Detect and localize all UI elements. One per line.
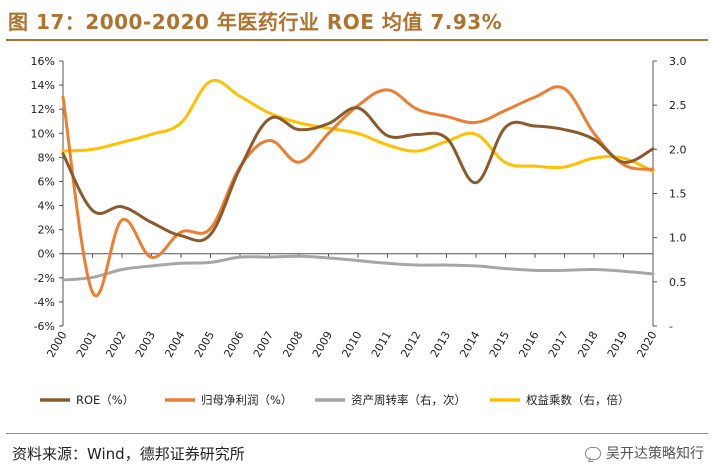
right-axis-tick-label: 2.0 [669, 143, 687, 156]
x-axis-tick-label: 2003 [133, 329, 158, 360]
right-axis-tick-label: 2.5 [669, 99, 687, 112]
left-axis-tick-label: -6% [34, 320, 55, 333]
x-axis-tick-label: 2004 [162, 329, 187, 360]
figure-title: 图 17：2000-2020 年医药行业 ROE 均值 7.93% [8, 10, 503, 34]
brand-name: 吴开达策略知行 [606, 446, 704, 462]
right-axis-tick-label: - [669, 320, 673, 333]
legend-label-2: 资产周转率（右，次） [351, 393, 466, 407]
series-line-1 [61, 85, 655, 298]
x-axis-tick-label: 2015 [487, 329, 512, 360]
title-divider [6, 39, 708, 41]
left-axis-tick-label: -4% [34, 296, 55, 309]
x-axis-tick-label: 2000 [44, 329, 69, 360]
x-axis-tick-label: 2016 [516, 329, 541, 360]
left-axis-tick-label: 8% [38, 151, 55, 164]
legend-label-3: 权益乘数（右，倍） [526, 393, 630, 407]
left-axis-tick-label: 10% [31, 127, 55, 140]
x-axis-tick-label: 2017 [546, 329, 571, 360]
left-axis-tick-label: 6% [38, 175, 55, 188]
line-chart: -6% -4% -2% 0% 2% 4% 6% 8% 10% 12% 14% 16% - 0.5 1.0 1.… [31, 55, 687, 407]
x-axis-tick-label: 2019 [605, 329, 630, 360]
series-line-3 [61, 78, 655, 173]
left-axis-tick-label: 16% [31, 55, 55, 68]
x-axis-tick-label: 2020 [634, 329, 659, 360]
left-axis-tick-label: 12% [31, 103, 55, 116]
x-axis-tick-label: 2012 [398, 329, 423, 360]
x-axis-tick-label: 2010 [339, 329, 364, 360]
x-axis-tick-label: 2018 [575, 329, 600, 360]
x-axis-tick-label: 2008 [280, 329, 305, 360]
series-line-0 [61, 106, 655, 243]
series-line-2 [61, 254, 655, 282]
right-axis-tick-label: 1.5 [669, 188, 687, 201]
brand-watermark: 吴开达策略知行 [585, 443, 704, 463]
wechat-icon [585, 446, 601, 460]
x-axis-tick-label: 2002 [103, 329, 128, 360]
x-axis-tick-label: 2011 [369, 329, 394, 360]
x-axis-tick-label: 2001 [74, 329, 99, 360]
x-axis-tick-label: 2007 [251, 329, 276, 360]
x-axis-tick-label: 2006 [221, 329, 246, 360]
x-axis-tick-label: 2005 [192, 329, 217, 360]
x-axis-tick-label: 2014 [457, 329, 482, 360]
left-axis-tick-label: 2% [38, 224, 55, 237]
right-axis-tick-label: 3.0 [669, 55, 687, 68]
right-axis-tick-label: 0.5 [669, 276, 687, 289]
x-axis-tick-label: 2013 [428, 329, 453, 360]
footer-divider [6, 433, 708, 434]
left-axis-tick-label: -2% [34, 272, 55, 285]
left-axis-tick-label: 0% [38, 248, 55, 261]
source-note: 资料来源：Wind，德邦证券研究所 [12, 445, 245, 463]
right-axis-tick-label: 1.0 [669, 232, 687, 245]
left-axis-tick-label: 14% [31, 79, 55, 92]
legend-label-0: ROE（%） [76, 393, 134, 407]
left-axis-tick-label: 4% [38, 200, 55, 213]
x-axis-tick-label: 2009 [310, 329, 335, 360]
legend-label-1: 归母净利润（%） [201, 393, 292, 407]
